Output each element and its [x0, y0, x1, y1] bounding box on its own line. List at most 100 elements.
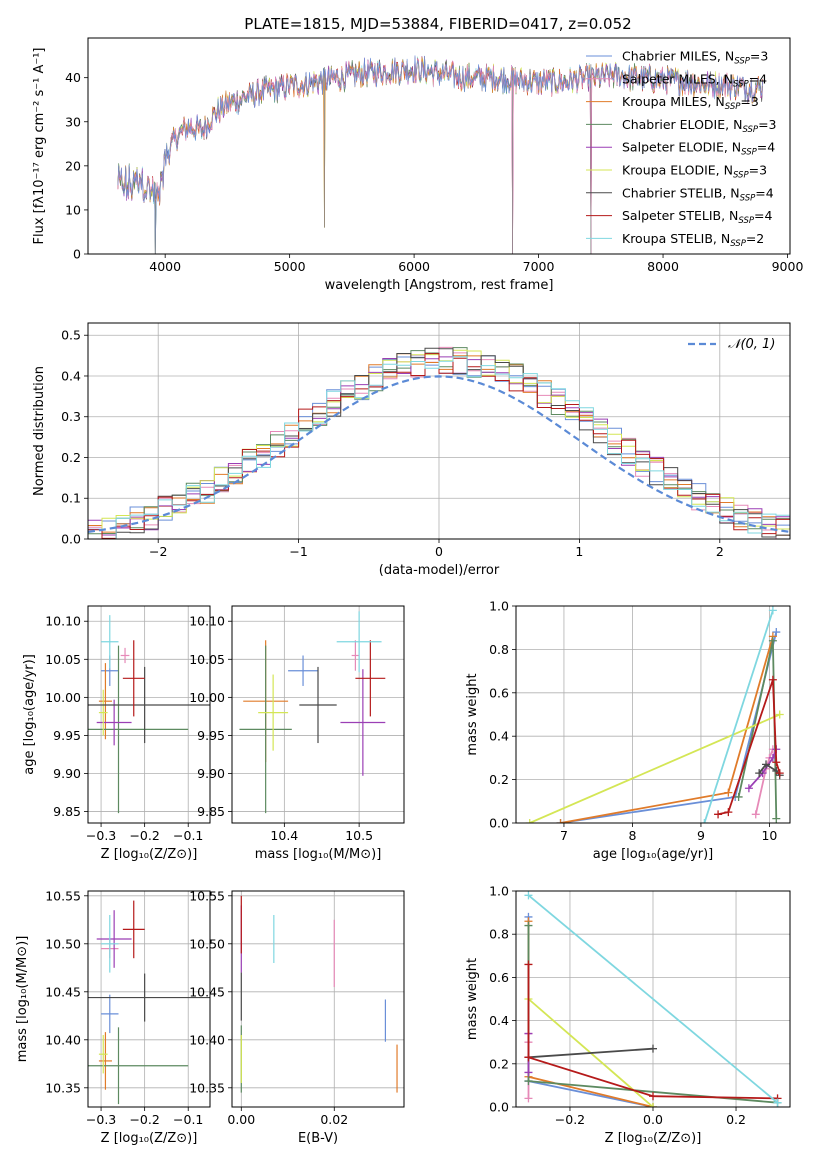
mass_weight_vs_Z-ytick-label: 0.2 [489, 1056, 509, 1071]
mass_vs_Z-xtick-label: −0.1 [173, 1112, 203, 1127]
age_vs_mass-ytick-label: 10.05 [189, 652, 225, 667]
mass_vs_Z-plot-area [88, 900, 210, 1105]
mass_weight_vs_Z-point-marker [649, 1092, 657, 1101]
mass_weight_vs_Z-axes: −0.2 0.0 0.2 0.0 0.2 0.4 0.6 0.8 1.0 Z [log₁₀(Z/Z… [465, 884, 791, 1146]
spectrum-xtick-label: 7000 [523, 259, 555, 274]
age_vs_Z-xlabel: Z [log₁₀(Z/Z⊙)] [101, 847, 198, 862]
mass_vs_Z-ytick-label: 10.35 [45, 1080, 81, 1095]
mass_vs_Z-ytick-label: 10.40 [45, 1032, 81, 1047]
mass_vs_ebv-xtick-label: 0.02 [320, 1112, 348, 1127]
age_vs_Z-errorbar [88, 645, 189, 814]
spectrum-series-line [117, 55, 763, 254]
mass_vs_ebv-plot-area [240, 895, 398, 1093]
mass_weight_vs_Z-ytick-label: 0.8 [489, 927, 509, 942]
mass_weight_vs_Z-point-marker [524, 960, 533, 969]
mass_weight_vs_age-point-marker [714, 810, 723, 819]
mass_weight_vs_Z-point-marker [649, 1103, 657, 1107]
mass_weight_vs_age-point-marker [734, 792, 743, 801]
mass_vs_ebv-ytick-label: 10.45 [189, 984, 225, 999]
mass_weight_vs_Z-point-marker [524, 1094, 533, 1103]
age_vs_mass-axes: 10.4 10.5 9.85 9.90 9.95 10.00 10.05 10.10 mass … [189, 605, 405, 862]
age_vs_mass-xtick-label: 10.4 [270, 828, 298, 843]
mass_weight_vs_Z-series-line [527, 916, 654, 1107]
mass_weight_vs_age-series-line [754, 748, 774, 815]
spectrum-ylabel: Flux [fλ10⁻¹⁷ erg cm⁻² s⁻¹ A⁻¹] [32, 48, 47, 245]
spectrum-xtick-label: 9000 [772, 259, 804, 274]
spectrum-ytick-label: 30 [65, 114, 81, 129]
age_vs_mass-errorbar [239, 645, 292, 814]
mass_vs_ebv-ytick-label: 10.55 [189, 888, 225, 903]
spectrum-ytick-label: 10 [65, 202, 81, 217]
mass_vs_Z-frame [87, 890, 211, 1108]
mass_weight_vs_age-xtick-label: 9 [697, 828, 705, 843]
mass_weight_vs_age-point-marker [700, 819, 709, 823]
mass_weight_vs_Z-plot-area [524, 891, 782, 1107]
mass_vs_Z-errorbar [101, 994, 119, 1034]
age_vs_Z-axes: −0.3 −0.2 −0.1 9.85 9.90 9.95 10.00 10.05 10.10 Z… [22, 605, 211, 862]
mass_weight_vs_age-series-line [703, 610, 774, 823]
age_vs_mass-ytick-label: 10.10 [189, 614, 225, 629]
mass_vs_Z-errorbar [101, 915, 119, 973]
mass_weight_vs_Z-series-line [527, 894, 779, 1104]
mass_weight_vs_age-point-marker [525, 819, 534, 823]
mass_weight_vs_age-point-marker [724, 808, 733, 817]
spectrum-plot-area [117, 55, 763, 254]
legend-label: Salpeter STELIB, NSSP=4 [622, 208, 772, 226]
age_vs_Z-errorbar [98, 689, 108, 736]
mass_weight_vs_age-ytick-label: 0.0 [489, 816, 509, 831]
legend-label: Kroupa STELIB, NSSP=2 [622, 231, 764, 249]
age_vs_mass-ytick-label: 9.85 [197, 804, 225, 819]
mass_weight_vs_Z-point-marker [649, 1044, 657, 1053]
mass_weight_vs_age-point-marker [775, 769, 784, 778]
mass_weight_vs_Z-point-marker [773, 1098, 782, 1107]
age_vs_mass-errorbar [288, 655, 318, 686]
mass_vs_Z-errorbar [98, 1032, 112, 1090]
age_vs_Z-ylabel: age [log₁₀(age/yr)] [22, 654, 37, 775]
mass_weight_vs_age-point-marker [556, 819, 565, 823]
age_vs_mass-errorbar [340, 669, 386, 776]
age_vs_mass-xtick-label: 10.5 [345, 828, 373, 843]
mass_weight_vs_age-ytick-label: 0.2 [489, 772, 509, 787]
mass_weight_vs_Z-ytick-label: 1.0 [489, 884, 509, 899]
residual-histogram [88, 356, 790, 539]
mass_vs_Z-xlabel: Z [log₁₀(Z/Z⊙)] [101, 1131, 198, 1146]
age_vs_mass-frame [231, 605, 405, 824]
age_vs_mass-errorbar [299, 666, 337, 744]
spectrum-xtick-label: 8000 [647, 259, 679, 274]
mass_vs_Z-errorbar [88, 1027, 189, 1105]
mass_weight_vs_Z-frame [515, 890, 791, 1108]
residuals-ytick-label: 0.3 [61, 409, 81, 424]
residuals-xlabel: (data-model)/error [379, 563, 500, 578]
mass_weight_vs_Z-point-marker [524, 921, 533, 930]
mass_weight_vs_age-point-marker [724, 788, 733, 797]
residuals-plot-area [88, 346, 790, 539]
age_vs_Z-errorbar [98, 663, 112, 740]
legend-label: Kroupa MILES, NSSP=3 [622, 94, 759, 112]
age_vs_Z-ytick-label: 10.05 [45, 652, 81, 667]
normal-reference-curve [88, 375, 790, 533]
mass_vs_Z-ytick-label: 10.55 [45, 888, 81, 903]
age_vs_Z-errorbar [96, 699, 132, 746]
residuals-axes: −2 −1 0 1 2 0.0 0.1 0.2 0.3 0.4 0.5 (data-model)/er… [32, 322, 791, 578]
legend-label: Salpeter MILES, NSSP=4 [622, 71, 767, 89]
legend-label: Salpeter ELODIE, NSSP=4 [622, 140, 775, 158]
mass_weight_vs_age-point-marker [755, 769, 764, 778]
age_vs_Z-xtick-label: −0.3 [86, 828, 116, 843]
mass_weight_vs_age-ylabel: mass weight [465, 673, 480, 755]
mass_weight_vs_age-series-line [560, 631, 778, 823]
mass_weight_vs_Z-xtick-label: 0.2 [726, 1112, 746, 1127]
mass_weight_vs_Z-point-marker [524, 1068, 533, 1077]
spectrum-ytick-label: 0 [73, 247, 81, 262]
age_vs_Z-plot-area [88, 615, 210, 814]
age_vs_Z-xtick-label: −0.1 [173, 828, 203, 843]
mass_vs_Z-ytick-label: 10.50 [45, 936, 81, 951]
legend-label: Chabrier STELIB, NSSP=4 [622, 185, 774, 203]
mass_weight_vs_Z-point-marker [524, 1053, 533, 1062]
mass_weight_vs_age-point-marker [751, 810, 760, 819]
mass_weight_vs_Z-xtick-label: 0.0 [643, 1112, 663, 1127]
mass_weight_vs_age-xlabel: age [log₁₀(age/yr)] [593, 847, 714, 862]
residuals-frame [87, 322, 791, 540]
mass_weight_vs_age-point-marker [768, 636, 777, 645]
mass_vs_Z-errorbar [98, 1035, 108, 1074]
